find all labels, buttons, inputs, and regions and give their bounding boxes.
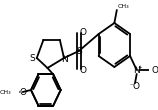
Text: O: O: [151, 65, 158, 74]
Text: O: O: [79, 65, 86, 74]
Text: O: O: [132, 82, 139, 91]
Text: S: S: [30, 54, 36, 63]
Text: N: N: [133, 65, 140, 74]
Text: S: S: [76, 47, 82, 56]
Text: O: O: [19, 88, 26, 97]
Text: ⁻: ⁻: [130, 82, 134, 91]
Text: O: O: [79, 28, 86, 37]
Text: CH₃: CH₃: [118, 4, 129, 8]
Text: +: +: [137, 64, 142, 70]
Text: N: N: [61, 54, 68, 63]
Text: CH₃: CH₃: [0, 90, 11, 95]
